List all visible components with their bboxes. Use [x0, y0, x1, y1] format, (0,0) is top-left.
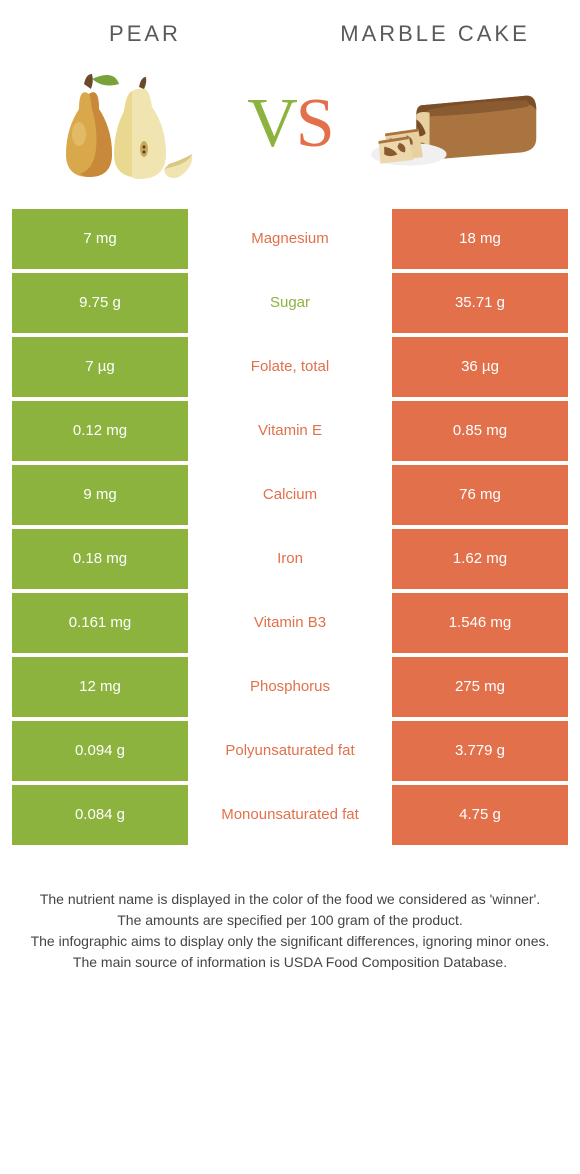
right-value-cell: 275 mg [392, 657, 568, 717]
right-value-cell: 0.85 mg [392, 401, 568, 461]
footer-line-4: The main source of information is USDA F… [30, 952, 550, 973]
right-value-cell: 1.546 mg [392, 593, 568, 653]
table-row: 0.094 gPolyunsaturated fat3.779 g [12, 721, 568, 781]
nutrient-label-cell: Iron [188, 529, 392, 589]
footer-line-1: The nutrient name is displayed in the co… [30, 889, 550, 910]
table-row: 0.084 gMonounsaturated fat4.75 g [12, 785, 568, 845]
right-value-cell: 76 mg [392, 465, 568, 525]
cake-image [371, 59, 541, 189]
vs-v-letter: V [247, 85, 296, 162]
table-row: 0.18 mgIron1.62 mg [12, 529, 568, 589]
nutrient-label-cell: Sugar [188, 273, 392, 333]
table-row: 9.75 gSugar35.71 g [12, 273, 568, 333]
left-value-cell: 0.12 mg [12, 401, 188, 461]
footer-notes: The nutrient name is displayed in the co… [0, 849, 580, 973]
nutrient-label-cell: Monounsaturated fat [188, 785, 392, 845]
right-value-cell: 4.75 g [392, 785, 568, 845]
right-value-cell: 36 µg [392, 337, 568, 397]
table-row: 0.12 mgVitamin E0.85 mg [12, 401, 568, 461]
nutrient-label-cell: Folate, total [188, 337, 392, 397]
left-value-cell: 9.75 g [12, 273, 188, 333]
nutrient-label-cell: Phosphorus [188, 657, 392, 717]
vs-label: VS [247, 84, 333, 164]
left-value-cell: 9 mg [12, 465, 188, 525]
table-row: 0.161 mgVitamin B31.546 mg [12, 593, 568, 653]
nutrient-label-cell: Vitamin E [188, 401, 392, 461]
vs-s-letter: S [296, 85, 333, 162]
left-food-title: Pear [40, 20, 250, 49]
left-value-cell: 0.161 mg [12, 593, 188, 653]
left-value-cell: 12 mg [12, 657, 188, 717]
right-value-cell: 1.62 mg [392, 529, 568, 589]
right-value-cell: 18 mg [392, 209, 568, 269]
nutrient-label-cell: Magnesium [188, 209, 392, 269]
right-value-cell: 3.779 g [392, 721, 568, 781]
right-value-cell: 35.71 g [392, 273, 568, 333]
left-value-cell: 0.18 mg [12, 529, 188, 589]
table-row: 12 mgPhosphorus275 mg [12, 657, 568, 717]
header-titles: Pear Marble cake [0, 0, 580, 49]
nutrient-comparison-table: 7 mgMagnesium18 mg9.75 gSugar35.71 g7 µg… [12, 209, 568, 845]
nutrient-label-cell: Calcium [188, 465, 392, 525]
left-value-cell: 7 mg [12, 209, 188, 269]
footer-line-2: The amounts are specified per 100 gram o… [30, 910, 550, 931]
left-value-cell: 7 µg [12, 337, 188, 397]
right-food-title: Marble cake [330, 20, 540, 49]
left-value-cell: 0.084 g [12, 785, 188, 845]
nutrient-label-cell: Polyunsaturated fat [188, 721, 392, 781]
left-value-cell: 0.094 g [12, 721, 188, 781]
table-row: 9 mgCalcium76 mg [12, 465, 568, 525]
table-row: 7 mgMagnesium18 mg [12, 209, 568, 269]
footer-line-3: The infographic aims to display only the… [30, 931, 550, 952]
nutrient-label-cell: Vitamin B3 [188, 593, 392, 653]
table-row: 7 µgFolate, total36 µg [12, 337, 568, 397]
pear-image [39, 59, 209, 189]
vs-row: VS [0, 49, 580, 209]
